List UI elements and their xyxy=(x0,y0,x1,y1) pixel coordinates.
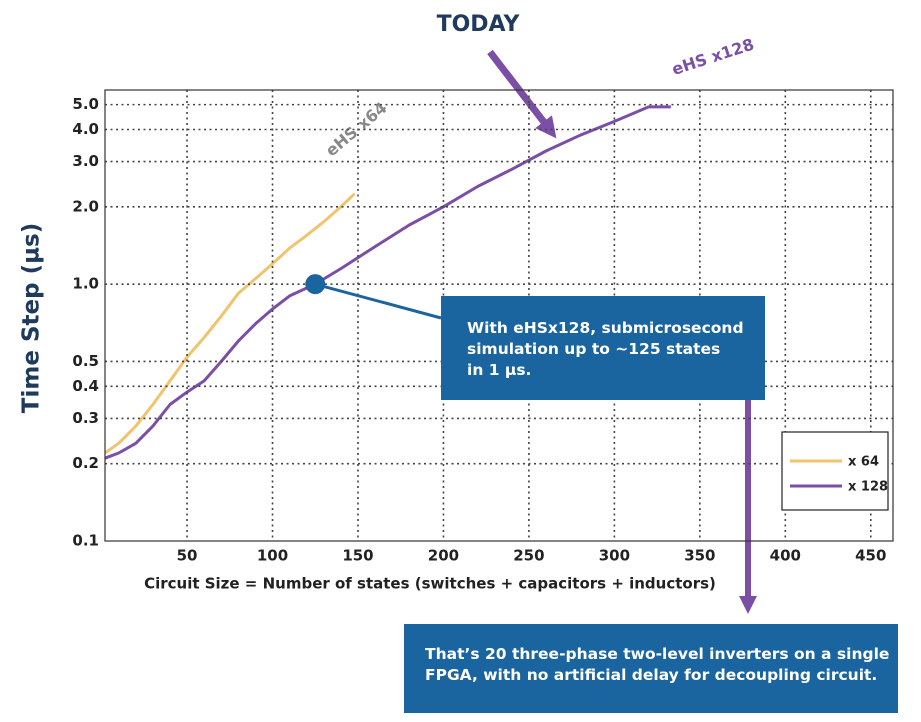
x-tick-label: 300 xyxy=(599,547,630,565)
legend-label: x 128 xyxy=(848,480,888,495)
curve-label: eHS x128 xyxy=(670,35,757,79)
x-tick-label: 100 xyxy=(257,547,288,565)
x-tick-label: 50 xyxy=(177,547,198,565)
today-label: TODAY xyxy=(437,12,521,37)
footnote-line: That’s 20 three-phase two-level inverter… xyxy=(425,645,890,663)
callout-box: With eHSx128, submicrosecond simulation … xyxy=(441,296,765,400)
y-tick-label: 5.0 xyxy=(72,95,99,113)
y-tick-label: 0.4 xyxy=(72,377,99,395)
y-tick-label: 0.2 xyxy=(72,454,99,472)
callout-line: With eHSx128, submicrosecond xyxy=(467,319,744,337)
plot-border xyxy=(104,89,894,542)
series-line xyxy=(104,192,356,455)
x-tick-label: 250 xyxy=(513,547,544,565)
highlight-point xyxy=(305,274,326,295)
footnote-box: That’s 20 three-phase two-level inverter… xyxy=(404,624,898,713)
x-tick-label: 350 xyxy=(684,547,715,565)
x-tick-label: 150 xyxy=(342,547,373,565)
x-axis-title: Circuit Size = Number of states (switche… xyxy=(144,575,716,593)
y-tick-label: 0.5 xyxy=(72,352,99,370)
y-tick-label: 1.0 xyxy=(72,275,99,293)
y-tick-label: 0.1 xyxy=(72,532,99,550)
x-tick-label: 400 xyxy=(770,547,801,565)
y-tick-label: 3.0 xyxy=(72,152,99,170)
legend-label: x 64 xyxy=(848,455,879,470)
footnote-line: FPGA, with no artificial delay for decou… xyxy=(425,666,878,684)
callout-connector xyxy=(314,282,442,320)
y-tick-label: 2.0 xyxy=(72,197,99,215)
x-tick-label: 200 xyxy=(428,547,459,565)
callout-line: simulation up to ~125 states xyxy=(467,340,721,358)
series-line xyxy=(104,105,671,460)
today-arrow xyxy=(487,49,557,139)
callout-line: in 1 µs. xyxy=(467,361,532,379)
y-tick-label: 4.0 xyxy=(72,120,99,138)
x-tick-label: 450 xyxy=(855,547,886,565)
y-tick-label: 0.3 xyxy=(72,409,99,427)
y-axis-title: Time Step (µs) xyxy=(19,223,45,413)
legend-box xyxy=(781,431,889,511)
